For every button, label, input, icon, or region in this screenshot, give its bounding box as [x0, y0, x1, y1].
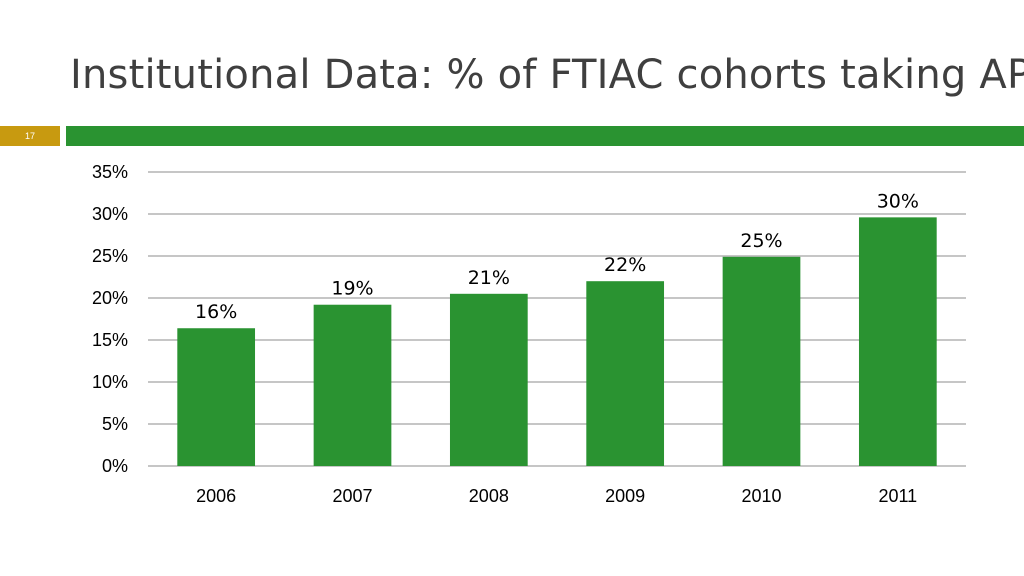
- y-tick-label: 15%: [92, 330, 128, 350]
- x-tick-label: 2009: [605, 486, 645, 506]
- data-label: 19%: [331, 278, 373, 300]
- y-tick-label: 30%: [92, 204, 128, 224]
- y-tick-label: 35%: [92, 162, 128, 182]
- slide-title: Institutional Data: % of FTIAC cohorts t…: [70, 52, 1024, 98]
- data-label: 16%: [195, 301, 237, 323]
- y-tick-label: 5%: [102, 414, 128, 434]
- data-label: 30%: [877, 190, 919, 212]
- y-tick-label: 25%: [92, 246, 128, 266]
- slide-number: 17: [24, 131, 35, 141]
- x-tick-label: 2008: [469, 486, 509, 506]
- y-tick-label: 10%: [92, 372, 128, 392]
- y-tick-label: 0%: [102, 456, 128, 476]
- x-tick-label: 2010: [741, 486, 781, 506]
- bar-2007: [313, 304, 392, 466]
- data-label: 25%: [740, 230, 782, 252]
- bar-2010: [722, 256, 801, 466]
- bar-2009: [586, 281, 665, 466]
- title-accent-bar: [66, 126, 1024, 146]
- x-tick-label: 2011: [878, 486, 917, 506]
- x-tick-label: 2006: [196, 486, 236, 506]
- bar-2011: [858, 217, 937, 466]
- bar-2008: [449, 293, 528, 466]
- data-label: 22%: [604, 254, 646, 276]
- x-tick-label: 2007: [332, 486, 372, 506]
- data-label: 21%: [468, 267, 510, 289]
- y-tick-label: 20%: [92, 288, 128, 308]
- slide-number-badge: 17: [0, 126, 60, 146]
- bar-2006: [177, 328, 256, 466]
